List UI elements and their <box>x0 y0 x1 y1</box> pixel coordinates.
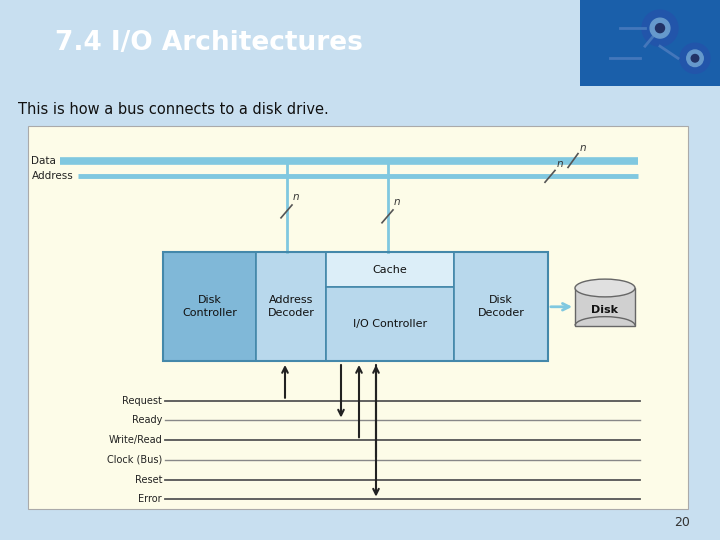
Ellipse shape <box>575 279 635 297</box>
Text: n: n <box>557 159 564 170</box>
FancyBboxPatch shape <box>256 252 326 361</box>
Text: 20: 20 <box>674 516 690 529</box>
FancyBboxPatch shape <box>326 252 454 287</box>
Text: Address
Decoder: Address Decoder <box>268 295 315 319</box>
FancyBboxPatch shape <box>326 287 454 361</box>
FancyBboxPatch shape <box>580 0 720 86</box>
Circle shape <box>655 24 665 32</box>
Text: Cache: Cache <box>373 265 408 275</box>
Circle shape <box>650 18 670 38</box>
Text: Clock (Bus): Clock (Bus) <box>107 455 162 465</box>
Text: n: n <box>394 197 400 207</box>
Text: Request: Request <box>122 396 162 406</box>
Text: n: n <box>293 192 300 202</box>
Text: 7.4 I/O Architectures: 7.4 I/O Architectures <box>55 30 363 56</box>
Text: Data: Data <box>31 156 56 166</box>
Circle shape <box>680 43 710 73</box>
Text: Write/Read: Write/Read <box>108 435 162 445</box>
Text: I/O Controller: I/O Controller <box>353 319 427 329</box>
Circle shape <box>687 50 703 66</box>
FancyBboxPatch shape <box>575 288 635 326</box>
FancyBboxPatch shape <box>454 252 548 361</box>
Circle shape <box>642 10 678 46</box>
Text: Reset: Reset <box>135 475 162 485</box>
Text: Disk: Disk <box>592 305 618 315</box>
Circle shape <box>691 55 698 62</box>
Text: This is how a bus connects to a disk drive.: This is how a bus connects to a disk dri… <box>18 102 329 117</box>
Text: Address: Address <box>32 171 74 181</box>
Text: Ready: Ready <box>132 415 162 426</box>
Text: n: n <box>580 143 587 153</box>
Text: Disk
Controller: Disk Controller <box>182 295 237 319</box>
Text: Disk
Decoder: Disk Decoder <box>477 295 524 319</box>
FancyBboxPatch shape <box>163 252 256 361</box>
FancyBboxPatch shape <box>28 126 688 509</box>
Text: Error: Error <box>138 495 162 504</box>
